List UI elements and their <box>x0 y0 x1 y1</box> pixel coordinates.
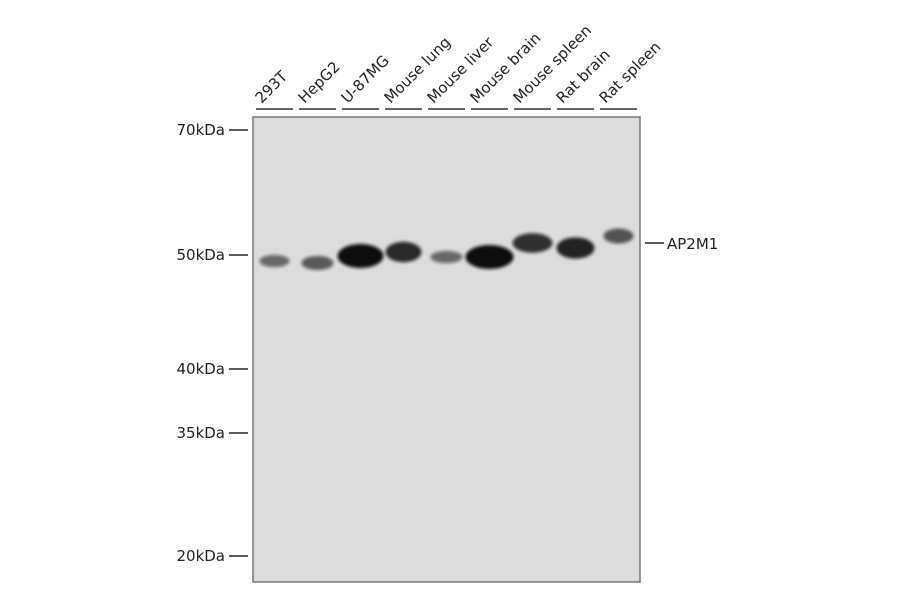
protein-band <box>301 255 334 271</box>
lane-label: 293T <box>252 67 292 107</box>
marker-label: 20kDa <box>176 547 225 565</box>
protein-band <box>603 228 634 244</box>
marker-label: 40kDa <box>176 360 225 378</box>
protein-band <box>556 237 595 259</box>
protein-band <box>337 244 384 268</box>
marker-label: 70kDa <box>176 121 225 139</box>
marker-label: 50kDa <box>176 246 225 264</box>
target-label-group: AP2M1 <box>645 235 718 253</box>
protein-band <box>430 250 463 264</box>
protein-band <box>465 245 514 269</box>
marker-label: 35kDa <box>176 424 225 442</box>
lane-label: HepG2 <box>295 58 344 107</box>
target-label: AP2M1 <box>667 235 718 253</box>
protein-band <box>512 233 553 253</box>
protein-band <box>385 241 422 263</box>
lane-label: Rat spleen <box>596 38 665 107</box>
protein-band <box>259 254 290 268</box>
membrane <box>252 116 641 583</box>
